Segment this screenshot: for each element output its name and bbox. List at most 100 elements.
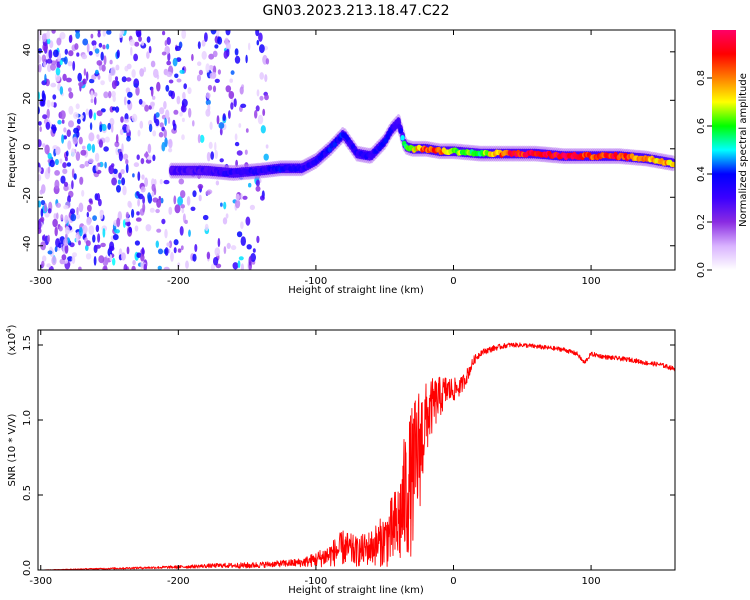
spectrogram-noise-blob [125, 163, 129, 174]
spectrogram-noise-blob [229, 78, 233, 83]
snr-y-label: SNR (10 * V/V) [7, 413, 18, 486]
spectrogram-noise-blob [54, 170, 60, 176]
spectrogram-noise-blob [91, 143, 96, 153]
spectrogram-noise-blob [116, 185, 121, 193]
spectrogram-noise-blob [46, 263, 52, 268]
spectrogram-noise-blob [226, 242, 231, 249]
spectrogram-noise-blob [197, 183, 204, 190]
spectrogram-noise-blob [208, 53, 215, 60]
spectrogram-noise-blob [92, 234, 96, 243]
spectrogram-noise-blob [94, 152, 100, 162]
spectrogram-noise-blob [99, 211, 104, 220]
spectrogram-noise-blob [198, 194, 202, 202]
spectrogram-noise-blob [111, 80, 117, 90]
spectrogram-noise-blob [40, 216, 45, 223]
spectrogram-noise-blob [204, 223, 209, 231]
y-tick-label: -40 [22, 236, 33, 252]
spectrogram-noise-blob [111, 177, 117, 186]
spectrogram-noise-blob [46, 58, 53, 64]
spectrogram-noise-blob [230, 102, 234, 110]
colorbar-gradient [712, 30, 736, 270]
spectrogram-noise-blob [144, 177, 149, 187]
spectrogram-noise-blob [130, 46, 133, 56]
spectrogram-noise-blob [157, 248, 164, 255]
y-tick-label: 0 [22, 144, 33, 150]
figure-title: GN03.2023.213.18.47.C22 [263, 3, 450, 19]
spectrogram-noise-blob [246, 244, 252, 250]
spectrogram-noise-blob [58, 242, 62, 249]
y-tick-label: 20 [22, 92, 33, 105]
spectrogram-ridge-point [400, 135, 405, 141]
spectrogram-noise-blob [192, 120, 195, 127]
spectrogram-noise-blob [97, 31, 101, 38]
spectrogram-noise-blob [155, 240, 159, 248]
spectrogram-noise-blob [198, 69, 203, 76]
spectrogram-noise-blob [149, 207, 155, 213]
spectrogram-noise-blob [142, 203, 146, 213]
spectrogram-noise-blob [202, 214, 209, 221]
spectrogram-noise-blob [174, 73, 179, 79]
spectrogram-noise-blob [115, 106, 120, 113]
spectrogram-noise-blob [100, 108, 106, 113]
spectrogram-noise-blob [42, 143, 46, 148]
spectrogram-noise-blob [71, 255, 76, 264]
spectrogram-noise-blob [134, 240, 140, 246]
spectrogram-noise-blob [108, 90, 112, 99]
spectrogram-noise-blob [181, 30, 187, 39]
spectrogram-noise-blob [112, 234, 119, 241]
spectrogram-noise-blob [163, 101, 167, 110]
spectrogram-noise-blob [215, 30, 220, 37]
spectrogram-noise-blob [90, 33, 94, 39]
spectrogram-noise-blob [66, 162, 72, 167]
spectrogram-noise-blob [237, 260, 241, 269]
spectrogram-noise-blob [100, 80, 105, 86]
spectrogram-noise-blob [72, 60, 76, 71]
spectrogram-noise-blob [190, 206, 196, 211]
spectrogram-noise-blob [40, 208, 44, 218]
spectrogram-noise-blob [142, 196, 146, 205]
spectrogram-noise-blob [168, 240, 173, 249]
spectrogram-noise-blob [240, 221, 244, 229]
spectrogram-noise-blob [164, 137, 168, 148]
spectrogram-noise-blob [96, 134, 100, 140]
spectrogram-noise-blob [68, 50, 74, 57]
spectrogram-noise-blob [141, 41, 145, 46]
spectrogram-noise-blob [106, 43, 110, 50]
spectrogram-noise-blob [126, 246, 130, 255]
spectrogram-noise-blob [197, 41, 201, 49]
spectrogram-noise-blob [259, 72, 265, 80]
spectrogram-noise-blob [88, 109, 93, 119]
spectrogram-noise-blob [112, 257, 116, 266]
spectrogram-noise-blob [66, 150, 69, 157]
spectrogram-noise-blob [248, 182, 252, 188]
spectrogram-noise-blob [79, 176, 84, 185]
spectrogram-noise-blob [223, 246, 227, 255]
spectrogram-noise-blob [49, 159, 55, 168]
spectrogram-noise-blob [256, 235, 260, 244]
spectrogram-noise-blob [120, 169, 125, 175]
spectrogram-noise-blob [172, 57, 178, 67]
spectrogram-noise-blob [242, 195, 248, 200]
spectrogram-noise-blob [255, 179, 260, 187]
spectrogram-noise-blob [82, 111, 86, 122]
spectrogram-noise-blob [123, 96, 127, 106]
spectrogram-noise-blob [182, 91, 186, 101]
spectrogram-noise-blob [180, 190, 186, 199]
spectrogram-noise-blob [81, 225, 88, 234]
spectrogram-noise-blob [125, 159, 129, 165]
spectrogram-noise-blob [265, 58, 270, 65]
spectrogram-noise-blob [109, 254, 113, 262]
spectrogram-noise-blob [70, 213, 77, 222]
spectrogram-noise-blob [230, 245, 237, 251]
y-tick-label: 0.0 [22, 560, 33, 576]
spectrogram-noise-blob [46, 99, 51, 108]
snr-plot-area [38, 330, 675, 570]
spectrogram-noise-blob [88, 51, 93, 56]
spectrogram-noise-blob [117, 179, 121, 185]
spectrogram-noise-blob [55, 202, 62, 208]
spectrogram-noise-blob [173, 123, 177, 131]
spectrogram-noise-blob [73, 112, 79, 119]
spectrogram-noise-blob [219, 158, 224, 163]
spectrogram-noise-blob [264, 74, 268, 83]
spectrogram-noise-blob [84, 160, 90, 167]
